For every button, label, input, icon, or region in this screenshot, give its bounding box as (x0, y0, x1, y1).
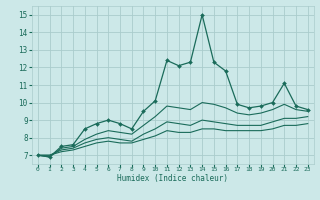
X-axis label: Humidex (Indice chaleur): Humidex (Indice chaleur) (117, 174, 228, 183)
